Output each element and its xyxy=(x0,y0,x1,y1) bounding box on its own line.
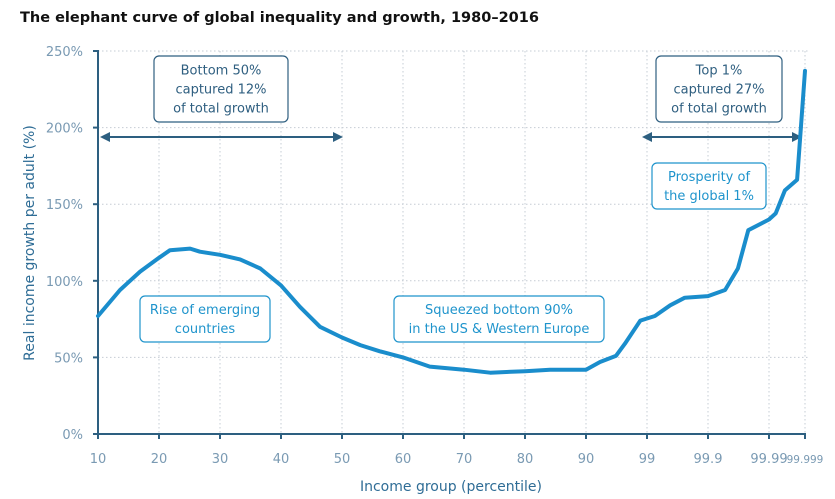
annotation-box xyxy=(651,162,767,210)
y-axis-title: Real income growth per adult (%) xyxy=(22,125,38,361)
annotation-text: captured 12% xyxy=(175,83,266,98)
x-tick-label: 99.9 xyxy=(694,452,723,467)
bottom50-range-arrow xyxy=(100,132,343,142)
top1-range-arrow xyxy=(642,132,802,142)
x-tick-label: 99.999 xyxy=(787,454,824,466)
series-layer xyxy=(96,68,807,375)
arrowhead-right xyxy=(333,132,343,142)
annotation-emerging: Rise of emerging countries xyxy=(139,295,271,343)
y-tick-label: 0% xyxy=(62,428,83,443)
x-tick-label: 30 xyxy=(212,452,229,467)
axes xyxy=(97,50,806,435)
y-tick-label: 150% xyxy=(46,198,83,213)
x-axis-title: Income group (percentile) xyxy=(360,479,542,495)
y-tick-label: 100% xyxy=(46,275,83,290)
annotations: Bottom 50%captured 12%of total growthTop… xyxy=(139,55,783,343)
x-tick-label: 80 xyxy=(517,452,534,467)
chart-title: The elephant curve of global inequality … xyxy=(20,10,539,26)
x-tick-label: 99.99 xyxy=(750,452,787,467)
annotation-squeezed: Squeezed bottom 90% in the US & Western E… xyxy=(393,295,605,343)
range-arrows xyxy=(100,132,802,142)
y-tick-label: 250% xyxy=(46,45,83,60)
x-tick-label: 20 xyxy=(151,452,168,467)
y-tick-label: 200% xyxy=(46,122,83,137)
annotation-top1: Top 1% captured 27% of total growth xyxy=(655,55,783,123)
arrowhead-right xyxy=(792,132,802,142)
annotation-prosperity: Prosperity of the global 1% xyxy=(651,162,767,210)
x-tick-label: 50 xyxy=(334,452,351,467)
x-tick-label: 90 xyxy=(578,452,595,467)
annotation-box xyxy=(153,55,289,123)
annotation-box xyxy=(655,55,783,123)
x-tick-label: 70 xyxy=(456,452,473,467)
annotation-box xyxy=(139,295,271,343)
x-tick-label: 10 xyxy=(90,452,107,467)
x-tick-label: 40 xyxy=(273,452,290,467)
annotation-text: in the US & Western Europe xyxy=(409,322,590,337)
annotation-text: Rise of emerging xyxy=(150,303,260,318)
arrowhead-left xyxy=(642,132,652,142)
annotation-box xyxy=(393,295,605,343)
x-tick-label: 60 xyxy=(395,452,412,467)
x-tick-label: 99 xyxy=(639,452,656,467)
annotation-text: Top 1% xyxy=(695,64,743,79)
x-ticks: 10 20 30 40 50 60 70 80 90 99 99.9 99.99 99.999 xyxy=(90,434,824,467)
annotation-bottom50: Bottom 50% captured 12% of total growth xyxy=(153,55,289,123)
arrowhead-left xyxy=(100,132,110,142)
annotation-text: captured 27% xyxy=(673,83,764,98)
annotation-text: of total growth xyxy=(173,102,269,117)
y-ticks: 0% 50% 100% 150% 200% 250% xyxy=(46,45,98,443)
annotation-text: of total growth xyxy=(671,102,767,117)
y-tick-label: 50% xyxy=(54,351,83,366)
annotation-text: Prosperity of xyxy=(668,170,750,185)
annotation-text: Bottom 50% xyxy=(181,64,262,79)
annotation-text: Squeezed bottom 90% xyxy=(425,303,573,318)
annotation-text: countries xyxy=(175,322,236,337)
annotation-text: the global 1% xyxy=(664,189,754,204)
